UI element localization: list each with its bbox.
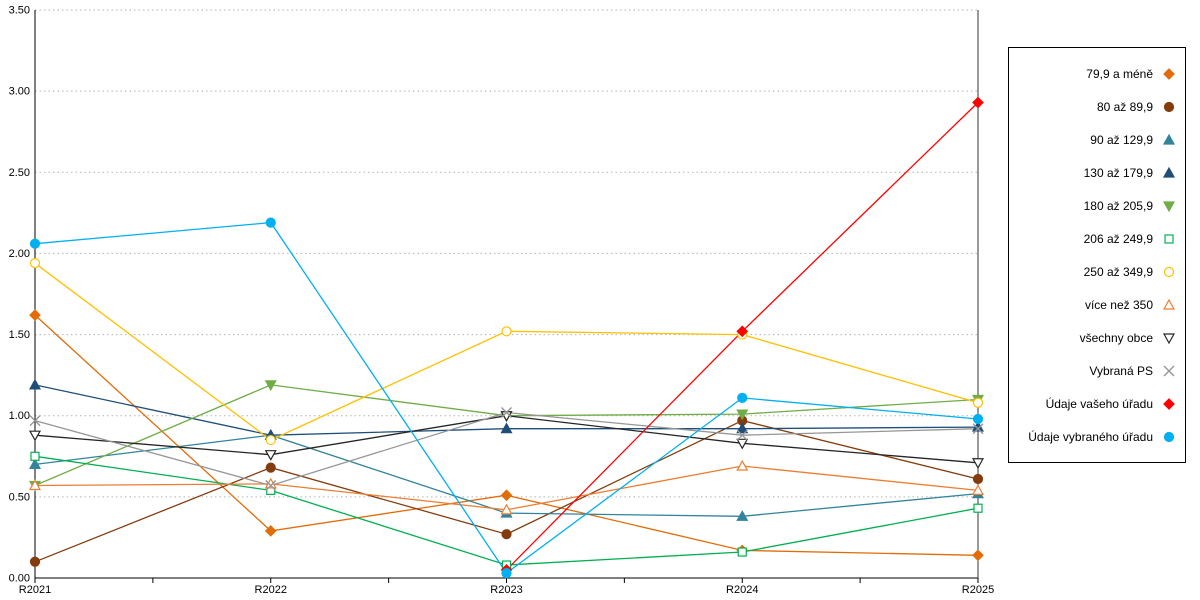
series-line-7 bbox=[34, 465, 979, 511]
legend-label: Údaje vašeho úřadu bbox=[1045, 396, 1153, 411]
y-tick-label: 0.50 bbox=[9, 491, 30, 503]
triangle-down-marker-icon bbox=[1162, 200, 1176, 212]
y-tick-label: 1.00 bbox=[9, 410, 30, 422]
legend-item: 79,9 a méně bbox=[1017, 57, 1177, 90]
legend-label: 79,9 a méně bbox=[1086, 66, 1153, 81]
y-tick-label: 2.50 bbox=[9, 167, 30, 179]
series-line-11 bbox=[34, 221, 979, 575]
circle-marker-icon bbox=[1163, 101, 1175, 112]
x-tick-label: R2025 bbox=[962, 584, 994, 596]
y-tick-label: 3.00 bbox=[9, 86, 30, 98]
x-tick-label: R2023 bbox=[490, 584, 522, 596]
series-markers-3 bbox=[28, 378, 985, 440]
series-line-4 bbox=[34, 384, 979, 487]
legend-label: 130 až 179,9 bbox=[1083, 165, 1153, 180]
legend-label: více než 350 bbox=[1084, 297, 1153, 312]
diamond-marker-icon bbox=[1163, 67, 1175, 80]
series-markers-11 bbox=[29, 217, 984, 579]
legend-label: 80 až 89,9 bbox=[1096, 99, 1153, 114]
x-tick-label: R2021 bbox=[19, 584, 51, 596]
y-tick-label: 2.00 bbox=[9, 248, 30, 260]
series-markers-0 bbox=[29, 309, 984, 562]
series-markers-8 bbox=[28, 411, 985, 470]
circle-marker-icon bbox=[1163, 431, 1175, 442]
series-markers-7 bbox=[28, 459, 985, 515]
legend-item: Údaje vašeho úřadu bbox=[1017, 387, 1177, 420]
legend-item: více než 350 bbox=[1017, 288, 1177, 321]
legend-item: 206 až 249,9 bbox=[1017, 222, 1177, 255]
square-marker-icon bbox=[1164, 233, 1174, 244]
legend-item: 80 až 89,9 bbox=[1017, 90, 1177, 123]
line-chart-plot: 0.00 0.50 1.00 1.50 2.00 2.50 3.00 3.50 R2021 R20… bbox=[9, 5, 995, 597]
circle-marker-icon bbox=[1163, 266, 1175, 277]
chart-legend: 79,9 a méně 80 až 89,9 90 až 129,9 130 až 1… bbox=[1008, 47, 1186, 463]
legend-item: 90 až 129,9 bbox=[1017, 123, 1177, 156]
triangle-up-marker-icon bbox=[1162, 166, 1176, 178]
triangle-down-marker-icon bbox=[1162, 332, 1176, 344]
series-markers-9 bbox=[29, 406, 984, 491]
legend-label: 90 až 129,9 bbox=[1090, 132, 1153, 147]
y-tick-label: 0.00 bbox=[9, 573, 30, 585]
legend-label: 250 až 349,9 bbox=[1083, 264, 1153, 279]
legend-label: Údaje vybraného úřadu bbox=[1028, 429, 1153, 444]
legend-item: 250 až 349,9 bbox=[1017, 255, 1177, 288]
legend-label: všechny obce bbox=[1079, 330, 1153, 345]
legend-item: 180 až 205,9 bbox=[1017, 189, 1177, 222]
legend-item: Vybraná PS bbox=[1017, 354, 1177, 387]
legend-label: Vybraná PS bbox=[1089, 363, 1153, 378]
y-tick-label: 3.50 bbox=[9, 5, 30, 17]
y-tick-label: 1.50 bbox=[9, 329, 30, 341]
legend-label: 180 až 205,9 bbox=[1083, 198, 1153, 213]
x-marker-icon bbox=[1163, 365, 1175, 376]
series-line-0 bbox=[34, 314, 979, 556]
x-tick-label: R2024 bbox=[726, 584, 758, 596]
series-markers-4 bbox=[28, 380, 985, 492]
series-markers-10 bbox=[500, 96, 984, 576]
series-markers-1 bbox=[29, 415, 984, 567]
triangle-up-marker-icon bbox=[1162, 298, 1176, 310]
legend-item: všechny obce bbox=[1017, 321, 1177, 354]
diamond-marker-icon bbox=[1163, 397, 1175, 410]
triangle-up-marker-icon bbox=[1162, 133, 1176, 145]
legend-item: Údaje vybraného úřadu bbox=[1017, 420, 1177, 453]
legend-label: 206 až 249,9 bbox=[1083, 231, 1153, 246]
x-tick-label: R2022 bbox=[255, 584, 287, 596]
legend-item: 130 až 179,9 bbox=[1017, 156, 1177, 189]
